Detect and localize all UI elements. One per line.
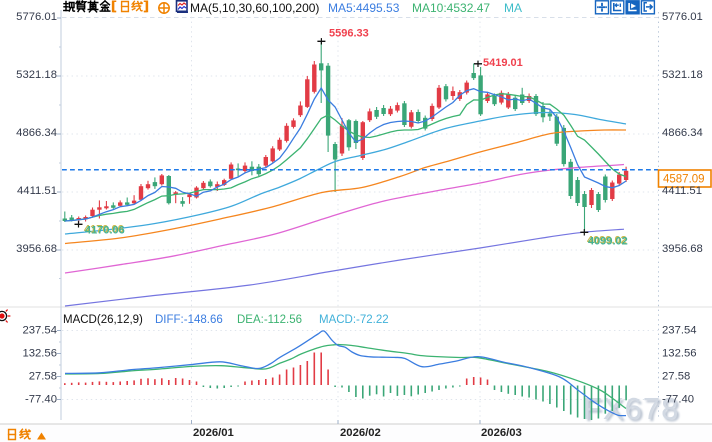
svg-text:4587.09: 4587.09 — [663, 174, 705, 186]
svg-text:MA5:4495.53: MA5:4495.53 — [328, 1, 400, 15]
svg-text:MA(5,10,30,60,100,200): MA(5,10,30,60,100,200) — [190, 1, 319, 15]
svg-text:27.58: 27.58 — [29, 371, 57, 383]
svg-text:27.58: 27.58 — [662, 371, 690, 383]
svg-text:4866.34: 4866.34 — [16, 127, 57, 139]
svg-text:132.56: 132.56 — [662, 348, 697, 360]
svg-text:132.56: 132.56 — [22, 348, 57, 360]
svg-text:MACD(26,12,9): MACD(26,12,9) — [63, 314, 143, 326]
svg-text:3956.68: 3956.68 — [16, 243, 57, 255]
svg-text:MA: MA — [504, 1, 522, 15]
svg-text:MA10:4532.47: MA10:4532.47 — [412, 1, 490, 15]
svg-text:237.54: 237.54 — [662, 325, 697, 337]
svg-text:2026/01: 2026/01 — [193, 427, 234, 439]
svg-text:DEA:-112.56: DEA:-112.56 — [237, 314, 302, 326]
svg-text:4866.34: 4866.34 — [662, 127, 703, 139]
svg-text:5321.18: 5321.18 — [16, 69, 57, 81]
svg-text:4099.02: 4099.02 — [588, 236, 628, 248]
svg-text:5321.18: 5321.18 — [662, 69, 703, 81]
svg-text:2026/02: 2026/02 — [340, 427, 381, 439]
svg-text:2026/03: 2026/03 — [481, 427, 522, 439]
svg-text:5596.33: 5596.33 — [329, 28, 369, 40]
svg-text:5776.01: 5776.01 — [662, 11, 703, 23]
svg-text:4411.51: 4411.51 — [17, 185, 57, 197]
svg-text:-77.40: -77.40 — [25, 394, 57, 406]
svg-text:237.54: 237.54 — [22, 325, 57, 337]
svg-text:MACD:-72.22: MACD:-72.22 — [319, 314, 389, 326]
svg-text:DIFF:-148.66: DIFF:-148.66 — [155, 314, 223, 326]
svg-text:-77.40: -77.40 — [662, 394, 694, 406]
svg-text:3956.68: 3956.68 — [662, 243, 703, 255]
svg-text:4411.51: 4411.51 — [662, 185, 702, 197]
svg-text:5419.01: 5419.01 — [483, 57, 523, 69]
svg-text:4170.06: 4170.06 — [85, 225, 125, 237]
svg-text:5776.01: 5776.01 — [16, 11, 57, 23]
